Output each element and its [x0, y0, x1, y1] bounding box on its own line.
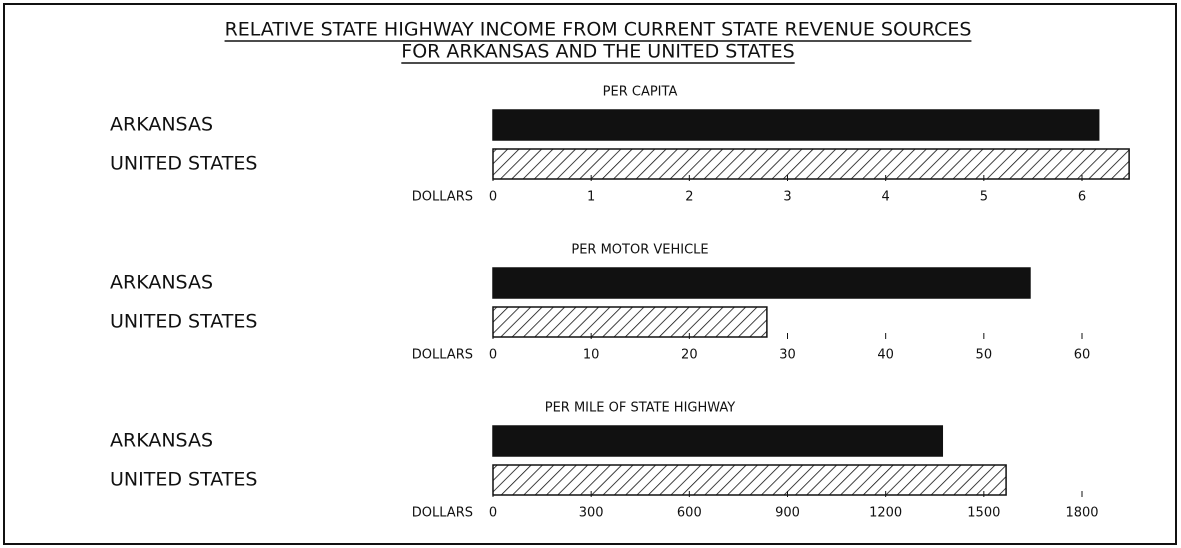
category-label: ARKANSAS [110, 272, 213, 294]
bar [492, 148, 1130, 180]
x-axis-label: DOLLARS [412, 348, 473, 363]
x-tick-label: 60 [1074, 348, 1091, 363]
x-tick-label: 1 [587, 190, 595, 205]
x-tick-label: 900 [775, 506, 800, 521]
bar [492, 425, 944, 457]
panel-title: PER CAPITA [603, 85, 678, 100]
x-tick-label: 0 [489, 348, 497, 363]
x-tick-label: 6 [1078, 190, 1086, 205]
x-tick-label: 600 [677, 506, 702, 521]
panel-title: PER MOTOR VEHICLE [571, 243, 708, 258]
bar [492, 464, 1007, 496]
x-tick-label: 5 [980, 190, 988, 205]
x-tick-label: 0 [489, 506, 497, 521]
x-tick-label: 50 [976, 348, 993, 363]
category-label: UNITED STATES [110, 153, 257, 175]
x-tick-label: 1800 [1065, 506, 1098, 521]
panel-title: PER MILE OF STATE HIGHWAY [545, 401, 736, 416]
x-tick-label: 300 [579, 506, 604, 521]
bar [492, 109, 1100, 141]
x-tick-label: 20 [681, 348, 698, 363]
x-tick-label: 1200 [869, 506, 902, 521]
category-label: ARKANSAS [110, 114, 213, 136]
x-tick-label: 3 [783, 190, 791, 205]
category-label: ARKANSAS [110, 430, 213, 452]
x-tick-label: 30 [779, 348, 796, 363]
bar [492, 267, 1031, 299]
category-label: UNITED STATES [110, 311, 257, 333]
x-tick-label: 2 [685, 190, 693, 205]
category-label: UNITED STATES [110, 469, 257, 491]
chart-title: FOR ARKANSAS AND THE UNITED STATES [401, 41, 794, 63]
x-tick-label: 0 [489, 190, 497, 205]
x-axis-label: DOLLARS [412, 190, 473, 205]
x-tick-label: 40 [877, 348, 894, 363]
x-tick-label: 1500 [967, 506, 1000, 521]
chart-title: RELATIVE STATE HIGHWAY INCOME FROM CURRE… [225, 19, 972, 41]
frame [3, 3, 1177, 545]
bar [492, 306, 768, 338]
x-tick-label: 10 [583, 348, 600, 363]
x-axis-label: DOLLARS [412, 506, 473, 521]
x-tick-label: 4 [882, 190, 890, 205]
